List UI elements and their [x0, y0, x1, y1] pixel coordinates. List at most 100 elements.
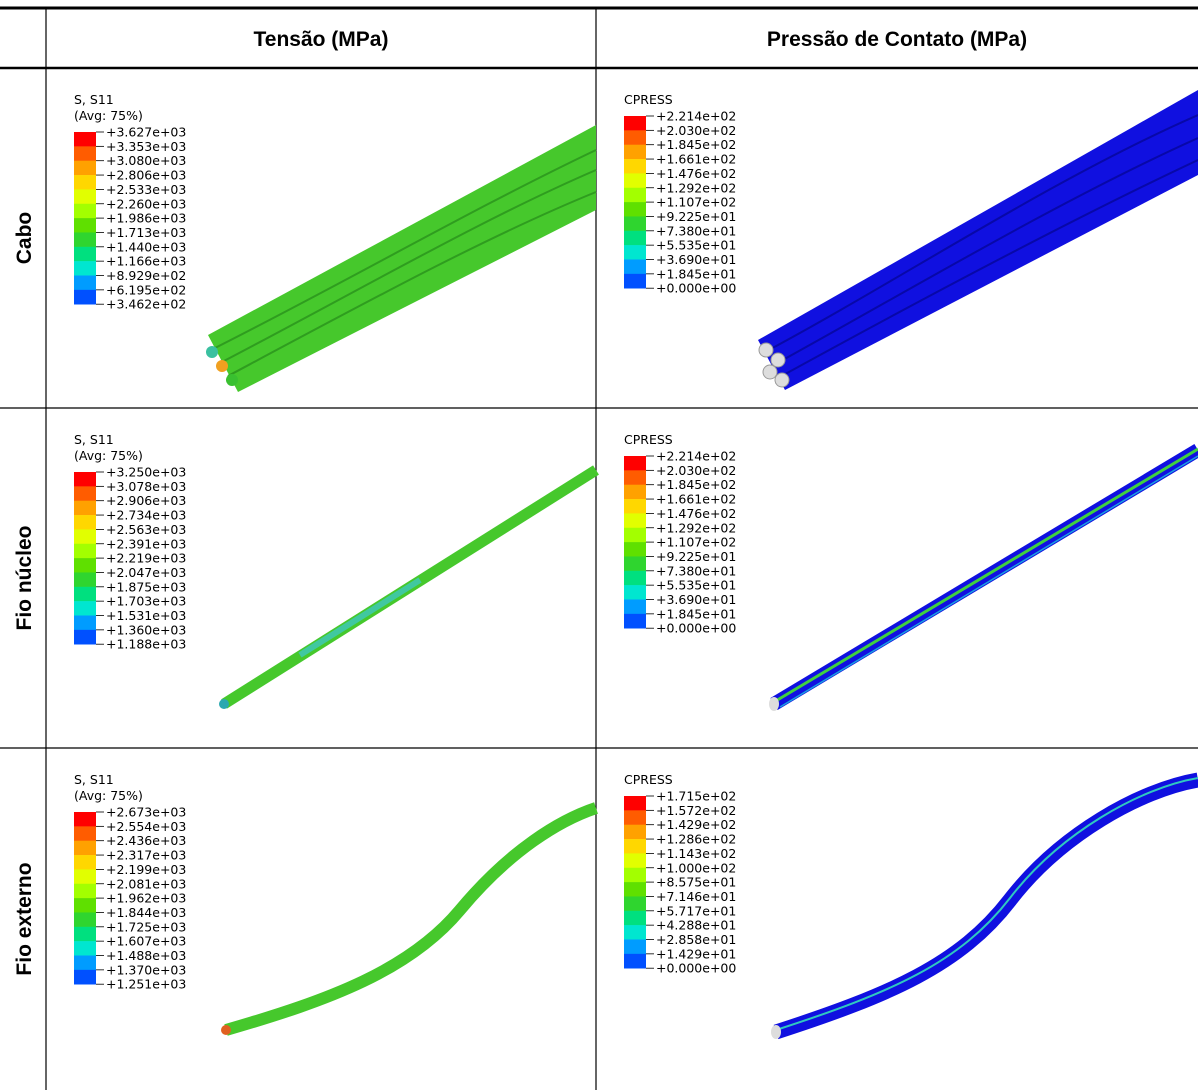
legend-label: +1.251e+03	[106, 977, 186, 992]
legend-label: +1.715e+02	[656, 789, 736, 804]
legend-swatch	[74, 955, 96, 971]
legend-swatch	[74, 543, 96, 559]
row-label: Fio externo	[13, 862, 36, 975]
legend-swatch	[624, 173, 646, 189]
legend-label: +1.661e+02	[656, 492, 736, 507]
legend-label: +1.143e+02	[656, 846, 736, 861]
legend-label: +5.535e+01	[656, 578, 736, 593]
legend-label: +2.081e+03	[106, 876, 186, 891]
legend-label: +7.146e+01	[656, 889, 736, 904]
legend-swatch	[624, 202, 646, 217]
legend-swatch	[624, 953, 646, 969]
outer-wire-pressure-model	[771, 772, 1198, 1040]
legend-label: +1.845e+01	[656, 266, 736, 281]
legend-swatch	[74, 132, 96, 147]
legend-swatch	[74, 189, 96, 205]
legend-swatch	[624, 939, 646, 955]
legend-label: +6.195e+02	[106, 282, 186, 297]
legend-swatch	[624, 853, 646, 869]
legend-label: +1.429e+01	[656, 946, 736, 961]
legend-label: +1.107e+02	[656, 535, 736, 550]
legend-label: +2.214e+02	[656, 449, 736, 464]
legend-label: +1.607e+03	[106, 934, 186, 949]
legend-swatch	[624, 810, 646, 825]
legend-swatch	[74, 146, 96, 161]
legend-label: +1.188e+03	[106, 637, 186, 652]
legend-label: +8.929e+02	[106, 268, 186, 283]
legend-swatch	[74, 160, 96, 176]
legend-swatch	[74, 586, 96, 602]
legend-label: +3.690e+01	[656, 252, 736, 267]
legend-swatch	[624, 130, 646, 145]
legend-label: +2.806e+03	[106, 168, 186, 183]
legend-label: +2.554e+03	[106, 819, 186, 834]
legend-swatch	[624, 527, 646, 543]
legend-swatch	[74, 289, 96, 305]
legend-title: CPRESS	[624, 432, 673, 447]
legend-swatch	[74, 275, 96, 291]
legend-swatch	[74, 218, 96, 233]
legend-label: +1.875e+03	[106, 579, 186, 594]
legend-label: +1.370e+03	[106, 962, 186, 977]
legend-label: +2.219e+03	[106, 551, 186, 566]
legend-label: +1.488e+03	[106, 948, 186, 963]
legend-label: +1.292e+02	[656, 520, 736, 535]
legend-swatch	[624, 144, 646, 160]
legend-swatch	[624, 542, 646, 557]
legend-title: (Avg: 75%)	[74, 108, 143, 123]
legend-label: +3.250e+03	[106, 465, 186, 480]
legend-label: +0.000e+00	[656, 281, 736, 296]
legend-label: +1.429e+02	[656, 817, 736, 832]
legend-swatch	[624, 585, 646, 600]
legend-swatch	[74, 869, 96, 885]
legend-label: +2.047e+03	[106, 565, 186, 580]
legend-label: +8.575e+01	[656, 875, 736, 890]
legend-label: +5.535e+01	[656, 238, 736, 253]
legend-title: (Avg: 75%)	[74, 448, 143, 463]
legend-label: +1.107e+02	[656, 195, 736, 210]
legend-swatch	[74, 826, 96, 841]
column-header: Pressão de Contato (MPa)	[767, 28, 1027, 51]
row-label: Cabo	[13, 212, 36, 265]
legend-title: S, S11	[74, 432, 114, 447]
legend-swatch	[74, 203, 96, 219]
legend-swatch	[624, 230, 646, 246]
legend-swatch	[624, 824, 646, 840]
legend-label: +2.563e+03	[106, 522, 186, 537]
legend-swatch	[74, 472, 96, 487]
legend-swatch	[74, 601, 96, 616]
legend-label: +2.030e+02	[656, 123, 736, 138]
legend-swatch	[624, 245, 646, 260]
column-header: Tensão (MPa)	[254, 28, 389, 51]
legend-swatch	[624, 187, 646, 203]
legend-label: +1.661e+02	[656, 152, 736, 167]
legend-swatch	[624, 259, 646, 275]
legend-label: +3.462e+02	[106, 297, 186, 312]
legend-swatch	[74, 941, 96, 956]
legend-swatch	[74, 812, 96, 827]
legend-label: +3.078e+03	[106, 479, 186, 494]
legend-swatch	[624, 599, 646, 615]
legend-label: +1.725e+03	[106, 919, 186, 934]
legend-swatch	[624, 216, 646, 232]
legend-label: +1.703e+03	[106, 594, 186, 609]
legend-label: +1.440e+03	[106, 239, 186, 254]
legend-swatch	[74, 572, 96, 588]
legend-label: +2.260e+03	[106, 196, 186, 211]
legend-swatch	[624, 456, 646, 471]
legend-title: (Avg: 75%)	[74, 788, 143, 803]
legend-label: +2.533e+03	[106, 182, 186, 197]
legend-label: +1.292e+02	[656, 180, 736, 195]
legend-title: CPRESS	[624, 772, 673, 787]
legend-label: +1.000e+02	[656, 860, 736, 875]
legend-swatch	[624, 273, 646, 289]
legend-label: +1.286e+02	[656, 832, 736, 847]
legend-label: +3.080e+03	[106, 153, 186, 168]
legend-swatch	[624, 116, 646, 131]
legend-swatch	[624, 910, 646, 926]
legend-label: +2.858e+01	[656, 932, 736, 947]
legend-swatch	[624, 159, 646, 174]
legend-label: +5.717e+01	[656, 903, 736, 918]
legend-swatch	[624, 470, 646, 485]
legend-label: +2.317e+03	[106, 848, 186, 863]
